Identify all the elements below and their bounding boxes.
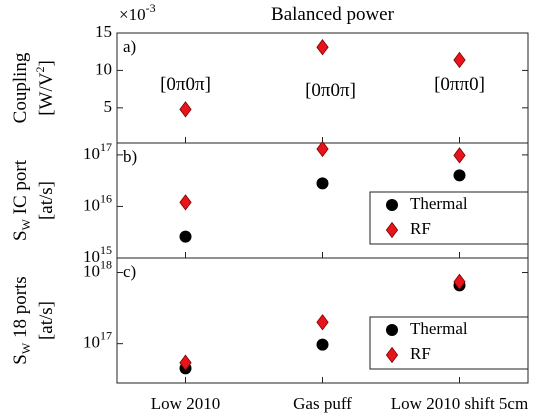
legend-marker: [385, 346, 399, 364]
x-tick-label: Low 2010: [151, 394, 220, 413]
rf-point: [316, 140, 329, 158]
y-tick-label: 15: [95, 22, 112, 41]
legend-label: Thermal: [410, 319, 468, 338]
panel-label: b): [123, 147, 137, 166]
x-tick-label: Gas puff: [293, 394, 352, 413]
y-axis-unit: [at/s]: [36, 181, 57, 220]
rf-point: [453, 147, 466, 164]
y-axis-unit: [at/s]: [36, 301, 57, 340]
rf-point: [179, 194, 192, 211]
thermal-point: [453, 169, 466, 182]
annotation: [0ππ0]: [434, 74, 485, 95]
rf-point: [453, 273, 466, 290]
legend-marker: [385, 221, 399, 239]
annotation: [0π0π]: [305, 80, 356, 101]
y-tick-label: 1015: [83, 243, 112, 266]
y-tick-label: 10: [95, 59, 112, 78]
y-axis-unit: [W/V2]: [33, 60, 58, 116]
thermal-point: [316, 177, 329, 190]
legend-box: [369, 316, 529, 370]
rf-point: [316, 314, 329, 331]
y-tick-label: 1018: [83, 257, 112, 280]
y-axis-label: SW 18 ports: [10, 276, 32, 364]
y-tick-label: 5: [104, 97, 113, 116]
thermal-point: [179, 230, 192, 243]
rf-point: [316, 39, 329, 56]
legend-marker: [386, 324, 398, 336]
y-axis-label: SW IC port: [10, 159, 32, 241]
legend-label: Thermal: [410, 194, 468, 213]
rf-point: [179, 354, 192, 371]
thermal-point: [316, 338, 329, 351]
panel-label: c): [123, 262, 136, 281]
y-axis-label: Coupling: [10, 52, 31, 123]
axis-multiplier: ×10-3: [119, 1, 156, 24]
panel-label: a): [123, 37, 136, 56]
y-tick-label: 1017: [83, 140, 112, 163]
y-tick-label: 1017: [83, 328, 112, 351]
rf-point: [179, 101, 192, 118]
x-tick-label: Low 2010 shift 5cm: [391, 394, 528, 413]
chart-title: Balanced power: [271, 4, 395, 25]
y-tick-label: 1016: [83, 191, 112, 214]
legend-label: RF: [410, 344, 431, 363]
rf-point: [453, 51, 466, 69]
legend-box: [369, 191, 529, 245]
annotation: [0π0π]: [160, 74, 211, 95]
legend-label: RF: [410, 219, 431, 238]
legend-marker: [386, 199, 398, 211]
